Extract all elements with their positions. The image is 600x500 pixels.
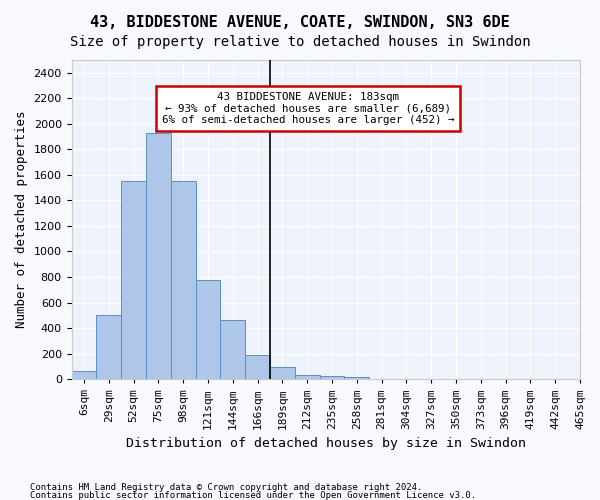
Text: 43, BIDDESTONE AVENUE, COATE, SWINDON, SN3 6DE: 43, BIDDESTONE AVENUE, COATE, SWINDON, S… — [90, 15, 510, 30]
Bar — [121, 182, 146, 379]
Bar — [71, 372, 97, 379]
X-axis label: Distribution of detached houses by size in Swindon: Distribution of detached houses by size … — [126, 437, 526, 450]
Bar — [270, 367, 295, 379]
Bar — [146, 133, 171, 379]
Y-axis label: Number of detached properties: Number of detached properties — [15, 111, 28, 328]
Bar — [220, 320, 245, 379]
Bar — [295, 374, 320, 379]
Bar — [320, 376, 344, 379]
Bar — [171, 182, 196, 379]
Text: Contains public sector information licensed under the Open Government Licence v3: Contains public sector information licen… — [30, 490, 476, 500]
Bar — [344, 376, 369, 379]
Bar — [196, 280, 220, 379]
Text: Contains HM Land Registry data © Crown copyright and database right 2024.: Contains HM Land Registry data © Crown c… — [30, 484, 422, 492]
Text: Size of property relative to detached houses in Swindon: Size of property relative to detached ho… — [70, 35, 530, 49]
Bar — [97, 316, 121, 379]
Text: 43 BIDDESTONE AVENUE: 183sqm
← 93% of detached houses are smaller (6,689)
6% of : 43 BIDDESTONE AVENUE: 183sqm ← 93% of de… — [162, 92, 454, 125]
Bar — [245, 355, 270, 379]
